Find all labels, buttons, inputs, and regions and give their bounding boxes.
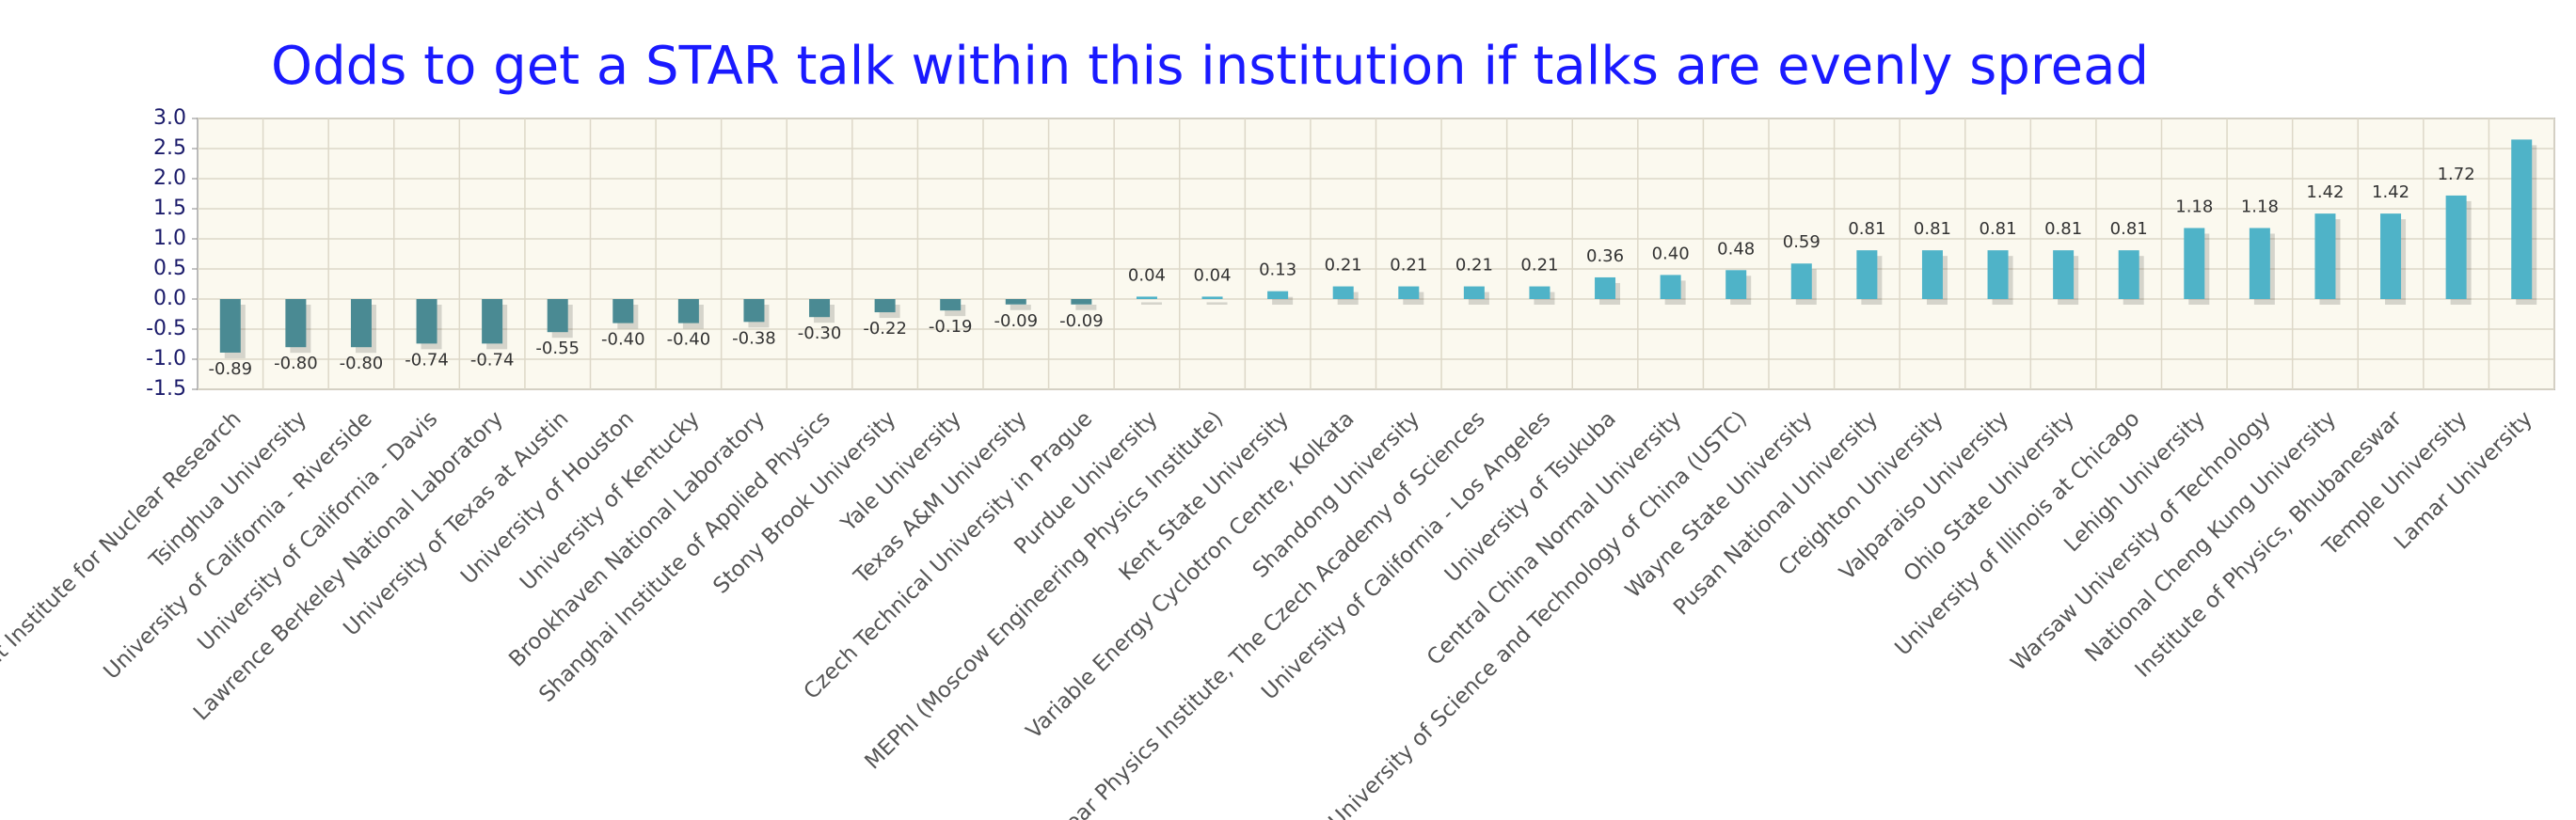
- bar: [2184, 228, 2205, 299]
- chart-title: Odds to get a STAR talk within this inst…: [271, 36, 2149, 97]
- bar: [1071, 299, 1092, 305]
- y-tick-label: 3.0: [153, 106, 186, 130]
- value-label: -0.55: [535, 339, 580, 358]
- bar-shadow: [1272, 296, 1294, 305]
- value-label: 0.48: [1717, 239, 1755, 259]
- value-label: 1.18: [2175, 197, 2213, 216]
- bar: [416, 299, 437, 344]
- bar: [350, 299, 372, 348]
- bar: [1595, 276, 1616, 299]
- bar: [1660, 275, 1681, 299]
- value-label: 0.04: [1194, 265, 1232, 285]
- bar: [1725, 270, 1747, 299]
- bar: [1790, 263, 1812, 299]
- value-label: 0.81: [1914, 219, 1951, 239]
- value-label: 0.81: [1848, 219, 1885, 239]
- bar: [1398, 286, 1420, 299]
- value-label: 0.04: [1128, 265, 1166, 285]
- value-label: 0.21: [1455, 256, 1493, 276]
- bar: [1136, 296, 1157, 299]
- bar: [285, 299, 307, 348]
- bar: [2511, 139, 2533, 299]
- value-label: -0.38: [732, 328, 776, 348]
- value-label: -0.22: [863, 319, 907, 339]
- y-tick-label: 2.5: [153, 136, 186, 160]
- bar: [547, 299, 568, 333]
- y-tick-label: 1.5: [153, 197, 186, 220]
- bar-shadow: [1140, 302, 1162, 305]
- value-label: 1.72: [2438, 165, 2475, 184]
- y-tick-label: -1.5: [146, 377, 186, 401]
- value-label: 1.18: [2241, 197, 2279, 216]
- value-label: -0.80: [340, 354, 384, 373]
- value-label: -0.74: [405, 350, 449, 370]
- value-label: 0.81: [1980, 219, 2017, 239]
- bar-shadow: [1010, 305, 1031, 310]
- bar: [1463, 286, 1485, 299]
- bar: [743, 299, 765, 323]
- value-label: 0.81: [2110, 219, 2148, 239]
- value-label: 0.40: [1652, 244, 1690, 263]
- bar: [2314, 213, 2336, 299]
- bar: [874, 299, 896, 313]
- bar: [1529, 286, 1550, 299]
- bar: [2118, 250, 2139, 299]
- bar: [2380, 213, 2402, 299]
- bar: [1201, 296, 1223, 299]
- value-label: -0.09: [994, 311, 1039, 331]
- value-label: -0.09: [1059, 311, 1104, 331]
- value-label: 0.81: [2044, 219, 2082, 239]
- value-label: -0.89: [209, 359, 253, 379]
- bar: [1267, 291, 1289, 299]
- bar: [482, 299, 503, 344]
- bar: [1005, 299, 1026, 305]
- bar: [612, 299, 634, 323]
- x-tick-label: University of California - Davis: [193, 406, 442, 655]
- bar: [1332, 286, 1354, 299]
- value-label: -0.19: [929, 317, 973, 337]
- bar: [219, 299, 241, 353]
- bar: [940, 299, 962, 311]
- bar-shadow: [1206, 302, 1228, 305]
- y-tick-label: 0.5: [153, 257, 186, 280]
- bar: [809, 299, 831, 318]
- y-tick-label: 0.0: [153, 287, 186, 310]
- bar-shadow: [1075, 305, 1097, 310]
- value-label: 0.21: [1390, 256, 1427, 276]
- bar: [2053, 250, 2075, 299]
- value-label: -0.40: [667, 330, 711, 350]
- bar: [1987, 250, 2009, 299]
- value-label: 0.59: [1783, 232, 1821, 252]
- y-tick-label: 1.0: [153, 227, 186, 250]
- bar: [2249, 228, 2270, 299]
- value-label: 1.42: [2306, 182, 2344, 202]
- value-label: 0.21: [1325, 256, 1362, 276]
- x-tick-label: Yale University: [836, 406, 966, 536]
- bar: [677, 299, 699, 323]
- bar: [1921, 250, 1943, 299]
- value-label: 1.42: [2372, 182, 2409, 202]
- y-tick-label: 2.0: [153, 166, 186, 190]
- y-tick-label: -1.0: [146, 347, 186, 371]
- value-label: -0.80: [274, 354, 318, 373]
- value-label: 0.21: [1520, 256, 1558, 276]
- value-label: 0.36: [1586, 246, 1624, 266]
- value-label: 0.13: [1259, 260, 1296, 280]
- x-tick-label: Lawrence Berkeley National Laboratory: [189, 406, 508, 725]
- value-label: -0.74: [470, 350, 515, 370]
- y-tick-label: -0.5: [146, 317, 186, 340]
- x-tick-label: University of California - Riverside: [99, 406, 376, 684]
- value-label: -0.40: [601, 330, 645, 350]
- bar: [1856, 250, 1878, 299]
- bar: [2445, 195, 2467, 299]
- value-label: -0.30: [798, 323, 842, 343]
